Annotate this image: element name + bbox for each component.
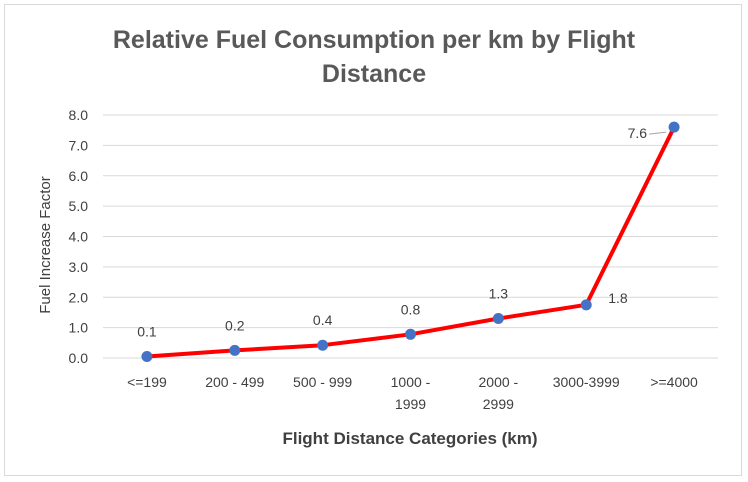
y-tick-label: 5.0	[69, 198, 89, 214]
chart-title-line-1: Relative Fuel Consumption per km by Flig…	[113, 26, 636, 54]
x-tick-label: 200 - 499	[205, 374, 264, 390]
gridlines	[103, 114, 718, 359]
data-label: 0.4	[313, 312, 333, 328]
x-tick-label: <=199	[127, 374, 167, 390]
y-axis-title: Fuel Increase Factor	[37, 176, 54, 314]
y-tick-label: 6.0	[69, 168, 89, 184]
x-tick-label: >=4000	[650, 374, 698, 390]
data-point	[229, 344, 241, 356]
data-point	[141, 350, 153, 362]
data-label: 0.8	[401, 301, 421, 317]
x-axis-title: Flight Distance Categories (km)	[282, 429, 537, 448]
data-point	[317, 339, 329, 351]
data-label: 0.1	[137, 323, 157, 339]
data-markers	[141, 121, 680, 362]
y-tick-label: 1.0	[69, 320, 89, 336]
x-axis-ticks: <=199 200 - 499 500 - 999 1000 -1999 2000 -2…	[127, 374, 698, 412]
y-tick-label: 8.0	[69, 107, 89, 123]
y-tick-label: 7.0	[69, 137, 89, 153]
y-tick-label: 0.0	[69, 350, 89, 366]
y-tick-label: 4.0	[69, 229, 89, 245]
y-tick-label: 3.0	[69, 259, 89, 275]
y-tick-label: 2.0	[69, 289, 89, 305]
x-tick-label: 3000-3999	[553, 374, 620, 390]
x-tick-label: 1000 -1999	[391, 374, 431, 412]
data-label: 1.8	[608, 290, 628, 306]
data-point	[492, 313, 504, 325]
y-axis-ticks: 0.0 1.0 2.0 3.0 4.0 5.0 6.0 7.0 8.0	[69, 107, 89, 366]
data-point	[405, 328, 416, 340]
leader-lines	[649, 131, 667, 135]
x-tick-label: 2000 -2999	[479, 374, 519, 412]
chart-title-line-2: Distance	[322, 60, 426, 88]
data-point	[668, 121, 680, 133]
data-point	[580, 299, 592, 311]
data-label: 1.3	[489, 286, 509, 302]
data-labels: 0.1 0.2 0.4 0.8 1.3 1.8 7.6	[137, 125, 647, 339]
leader-line	[649, 131, 667, 135]
data-label: 7.6	[628, 125, 648, 141]
data-label: 0.2	[225, 317, 245, 333]
x-tick-label: 500 - 999	[293, 374, 352, 390]
